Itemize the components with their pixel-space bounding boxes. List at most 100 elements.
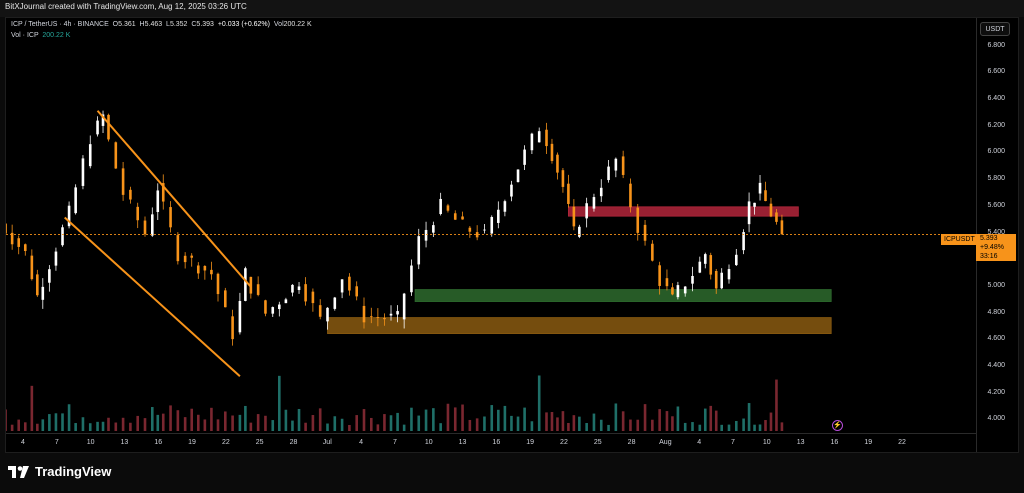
volume-bar xyxy=(550,412,554,431)
volume-bar xyxy=(523,407,526,431)
volume-bar xyxy=(17,419,21,431)
volume-bar xyxy=(376,424,380,431)
candle-body xyxy=(389,313,393,316)
candle-body xyxy=(453,213,457,220)
candle-body xyxy=(114,142,118,169)
volume-bar xyxy=(490,405,494,431)
volume-bar xyxy=(284,409,288,431)
volume-bar xyxy=(311,415,315,431)
tradingview-wordmark: TradingView xyxy=(35,464,112,479)
price-chart[interactable] xyxy=(6,18,976,433)
price-axis-tick: 6.400 xyxy=(987,95,1005,103)
volume-bar xyxy=(190,408,194,431)
volume-bar xyxy=(10,424,14,431)
volume-bar xyxy=(439,423,442,431)
candle-body xyxy=(629,183,632,208)
volume-bar xyxy=(278,375,281,431)
volume-bar xyxy=(651,419,654,431)
candle-body xyxy=(30,255,34,280)
time-axis-tick: 10 xyxy=(424,439,433,446)
volume-bar xyxy=(510,415,513,431)
volume-bar xyxy=(607,424,610,431)
candle-body xyxy=(523,149,526,165)
volume-bar xyxy=(129,422,132,431)
volume-bar xyxy=(764,420,767,431)
channel-line-2 xyxy=(64,216,241,378)
price-axis-tick: 6.000 xyxy=(987,148,1005,156)
footer: TradingView xyxy=(0,454,1024,493)
volume-bar xyxy=(61,413,64,431)
time-axis-tick: 25 xyxy=(593,439,602,446)
candle-body xyxy=(129,189,132,200)
currency-button[interactable]: USDT xyxy=(980,22,1010,36)
time-axis-tick: 16 xyxy=(154,439,163,446)
time-axis-tick: 19 xyxy=(864,439,873,446)
candle-body xyxy=(96,120,99,135)
volume-bar xyxy=(461,404,464,431)
volume-bar xyxy=(424,409,428,431)
volume-bar xyxy=(432,408,435,431)
volume-bar xyxy=(96,421,99,431)
high-value: 5.463 xyxy=(144,21,163,28)
volume-bar xyxy=(114,422,118,431)
time-axis-tick: 16 xyxy=(830,439,839,446)
volume-bar xyxy=(176,410,180,431)
volume-bar xyxy=(304,422,307,431)
candle-body xyxy=(698,261,702,273)
candle-body xyxy=(490,217,494,234)
time-axis-tick: 25 xyxy=(255,439,264,446)
candle-body xyxy=(326,307,329,322)
price-axis-tick: 4.600 xyxy=(987,335,1005,343)
candle-body xyxy=(121,168,125,195)
volume-bar xyxy=(475,418,479,431)
close-label: C xyxy=(191,21,197,28)
volume-bar xyxy=(256,414,260,431)
candle-body xyxy=(249,276,253,294)
candle-body xyxy=(497,209,500,223)
volume-bar xyxy=(6,409,7,431)
volume-bar xyxy=(775,379,778,431)
candle-body xyxy=(775,212,778,222)
tradingview-logo[interactable]: TradingView xyxy=(8,464,111,479)
symbol-legend[interactable]: ICP / TetherUS · 4h · BINANCE O5.361 H5.… xyxy=(11,21,312,28)
candle-body xyxy=(592,197,596,209)
volume-bar xyxy=(621,411,625,431)
channel-line-1 xyxy=(96,110,252,288)
time-axis-tick: 28 xyxy=(627,439,636,446)
candle-body xyxy=(510,184,513,197)
time-axis-tick: 13 xyxy=(120,439,129,446)
candle-body xyxy=(758,182,762,194)
candle-body xyxy=(599,187,603,197)
price-axis-tick: 6.200 xyxy=(987,121,1005,129)
price-change-label: +9.48% xyxy=(976,243,1016,252)
volume-bar xyxy=(658,409,661,431)
lightning-icon[interactable]: ⚡ xyxy=(832,420,843,431)
candle-body xyxy=(709,255,713,275)
time-axis-tick: 13 xyxy=(458,439,467,446)
open-value: 5.361 xyxy=(118,21,136,28)
candle-body xyxy=(216,273,220,295)
volume-bar xyxy=(780,422,784,431)
volume-bar xyxy=(238,414,242,431)
chart-pane[interactable]: ICP / TetherUS · 4h · BINANCE O5.361 H5.… xyxy=(5,17,1019,453)
volume-bar xyxy=(88,423,92,431)
volume-bar xyxy=(683,422,687,431)
candle-body xyxy=(446,205,450,211)
candle-body xyxy=(318,305,322,317)
volume-bar xyxy=(735,420,738,431)
volume-bar xyxy=(224,411,227,431)
candle-body xyxy=(183,255,187,263)
volume-bar xyxy=(169,405,172,431)
demand-zone xyxy=(327,317,832,334)
volume-bar xyxy=(264,415,267,431)
time-axis[interactable]: 4 7 10 13 16 19 22 25 28 Jul 4 7 10 13 16 19 22 25 28 Aug 4 7… xyxy=(6,433,976,453)
volume-legend[interactable]: Vol · ICP 200.22 K xyxy=(11,32,70,39)
candle-body xyxy=(81,158,85,186)
candle-body xyxy=(48,269,51,283)
volume-bar xyxy=(714,410,718,431)
candle-body xyxy=(41,286,45,300)
candle-body xyxy=(572,206,576,227)
candle-body xyxy=(304,284,307,302)
volume-bar xyxy=(727,424,731,431)
volume-bar xyxy=(446,403,450,431)
